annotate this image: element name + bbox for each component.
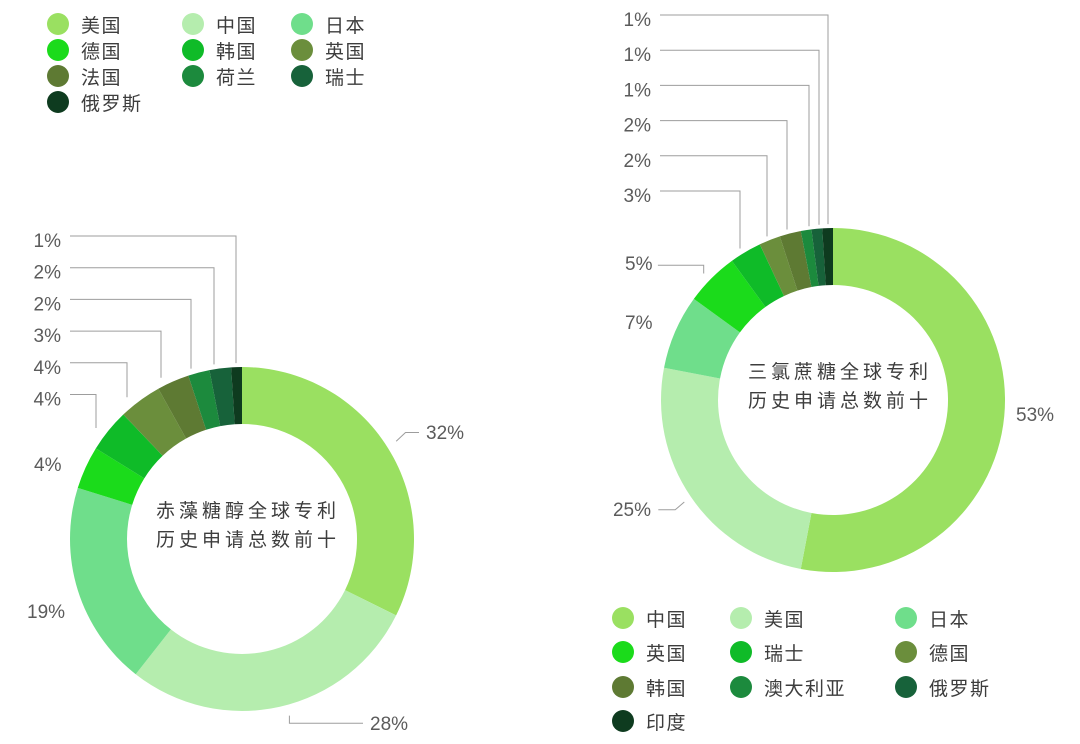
svg-text:32%: 32% [426, 423, 464, 444]
svg-text:7%: 7% [625, 313, 653, 334]
svg-text:28%: 28% [370, 714, 408, 735]
svg-text:1%: 1% [624, 10, 652, 31]
svg-text:2%: 2% [624, 116, 652, 137]
svg-text:3%: 3% [624, 186, 652, 207]
svg-text:2%: 2% [34, 263, 62, 284]
svg-text:1%: 1% [624, 80, 652, 101]
svg-text:4%: 4% [34, 455, 62, 476]
svg-text:5%: 5% [625, 254, 653, 275]
svg-text:19%: 19% [27, 602, 65, 623]
svg-text:4%: 4% [34, 390, 62, 411]
svg-text:25%: 25% [613, 500, 651, 521]
svg-text:3%: 3% [34, 326, 62, 347]
svg-text:1%: 1% [34, 231, 62, 252]
svg-text:4%: 4% [34, 358, 62, 379]
svg-text:53%: 53% [1016, 405, 1054, 426]
svg-text:2%: 2% [624, 151, 652, 172]
svg-text:1%: 1% [624, 45, 652, 66]
svg-text:2%: 2% [34, 294, 62, 315]
